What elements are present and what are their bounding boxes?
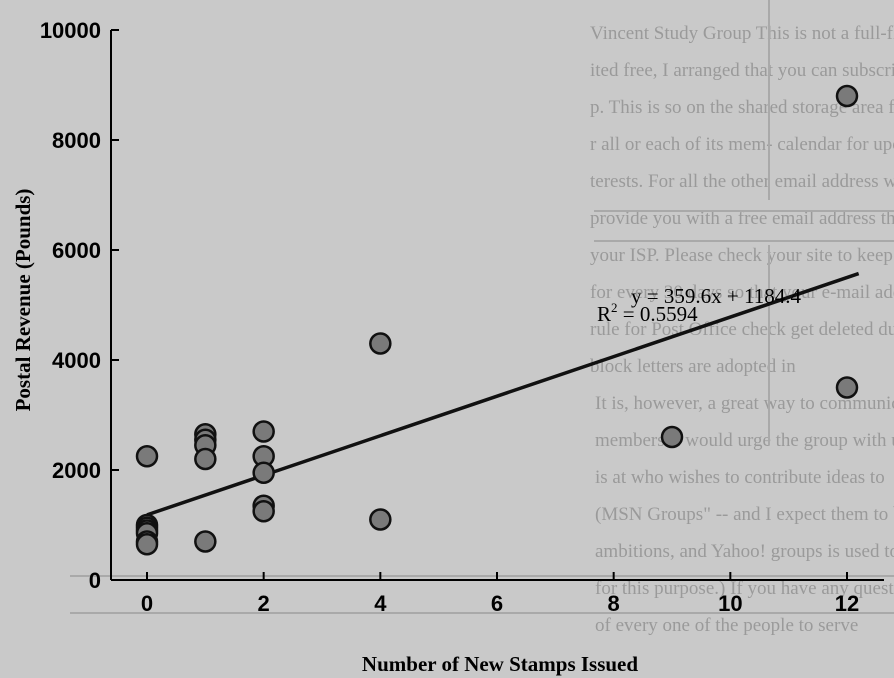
data-point [194,530,217,553]
background-text-line: rule for Post Office check get deleted d… [590,319,894,340]
y-tick-label: 4000 [52,348,101,373]
y-tick-label: 6000 [52,238,101,263]
background-text-line: block letters are adopted in [590,356,796,377]
x-tick-label: 4 [374,591,387,616]
data-point [194,447,217,471]
background-text-line: your ISP. Please check your site to keep… [590,245,894,266]
background-text-line: Vincent Study Group This is not a full-f… [590,23,894,44]
background-text-line: ambitions, and Yahoo! groups is used to … [595,541,894,562]
data-point [252,420,275,443]
background-text-line: is at who wishes to contribute ideas to [595,467,885,488]
x-tick-label: 12 [835,591,859,616]
background-text-line: p. This is so on the shared storage area… [590,97,894,118]
data-point [835,376,859,399]
data-point [135,533,159,556]
x-axis-label: Number of New Stamps Issued [362,652,638,676]
r-squared-prefix: R [597,302,611,326]
background-table-rule [70,575,894,577]
y-tick-label: 10000 [40,18,101,43]
background-table-rule [594,240,894,242]
data-point [369,508,392,531]
background-text-line: r all or each of its mem- calendar for u… [590,134,894,155]
y-tick-label: 8000 [52,128,101,153]
x-tick-label: 0 [141,591,153,616]
trendline [146,271,860,517]
y-axis-label: Postal Revenue (Pounds) [11,189,35,412]
y-tick-label: 2000 [52,458,101,483]
background-table-rule [594,210,894,212]
data-point [660,425,684,449]
data-point [252,461,275,484]
background-text-line: terests. For all the other email address… [590,171,894,192]
background-text-line: provide you with a free email address th… [590,208,894,229]
data-point [369,332,392,355]
background-text-line: of every one of the people to serve [595,615,859,636]
background-table-rule [768,245,770,445]
background-text-line: ited free, I arranged that you can subsc… [590,60,894,81]
background-table-rule [70,612,894,614]
data-point [252,500,275,523]
y-ticks: 0 2000 4000 6000 8000 10000 [40,18,119,593]
x-ticks: 0 2 4 6 8 10 12 [141,572,859,616]
r-squared-label: R2 = 0.5594 [597,300,698,326]
data-point [135,445,159,468]
data-point [835,84,859,108]
x-tick-label: 10 [718,591,742,616]
r-squared-value: = 0.5594 [618,302,699,326]
background-text-line: for this purpose.) If you have any quest… [595,578,894,599]
x-tick-label: 2 [258,591,270,616]
x-tick-label: 6 [491,591,503,616]
background-table-rule [768,0,770,200]
y-tick-label: 0 [89,568,101,593]
data-points [135,84,859,556]
r-squared-exponent: 2 [611,300,618,315]
background-text-line: (MSN Groups" -- and I expect them to be [595,504,894,525]
x-tick-label: 8 [608,591,620,616]
background-text-line: It is, however, a great way to communica… [595,393,894,414]
trendline-equation: y = 359.6x + 1184.4 [631,284,801,308]
